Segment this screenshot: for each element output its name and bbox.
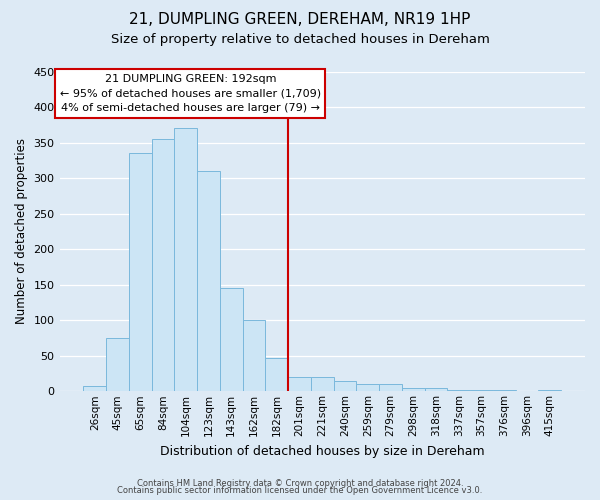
Bar <box>334 380 356 392</box>
Bar <box>493 390 515 392</box>
X-axis label: Distribution of detached houses by size in Dereham: Distribution of detached houses by size … <box>160 444 485 458</box>
Bar <box>288 377 311 392</box>
Bar <box>425 388 448 392</box>
Text: 21, DUMPLING GREEN, DEREHAM, NR19 1HP: 21, DUMPLING GREEN, DEREHAM, NR19 1HP <box>130 12 470 28</box>
Text: Size of property relative to detached houses in Dereham: Size of property relative to detached ho… <box>110 32 490 46</box>
Bar <box>175 128 197 392</box>
Bar <box>379 384 402 392</box>
Text: 21 DUMPLING GREEN: 192sqm
← 95% of detached houses are smaller (1,709)
4% of sem: 21 DUMPLING GREEN: 192sqm ← 95% of detac… <box>60 74 321 113</box>
Bar <box>242 320 265 392</box>
Text: Contains HM Land Registry data © Crown copyright and database right 2024.: Contains HM Land Registry data © Crown c… <box>137 478 463 488</box>
Bar <box>129 153 152 392</box>
Bar <box>106 338 129 392</box>
Bar <box>538 390 561 392</box>
Bar <box>220 288 242 392</box>
Bar <box>152 139 175 392</box>
Bar <box>265 358 288 392</box>
Bar <box>470 390 493 392</box>
Bar <box>402 388 425 392</box>
Bar <box>83 386 106 392</box>
Y-axis label: Number of detached properties: Number of detached properties <box>15 138 28 324</box>
Bar <box>448 390 470 392</box>
Text: Contains public sector information licensed under the Open Government Licence v3: Contains public sector information licen… <box>118 486 482 495</box>
Bar <box>311 377 334 392</box>
Bar <box>356 384 379 392</box>
Bar <box>197 171 220 392</box>
